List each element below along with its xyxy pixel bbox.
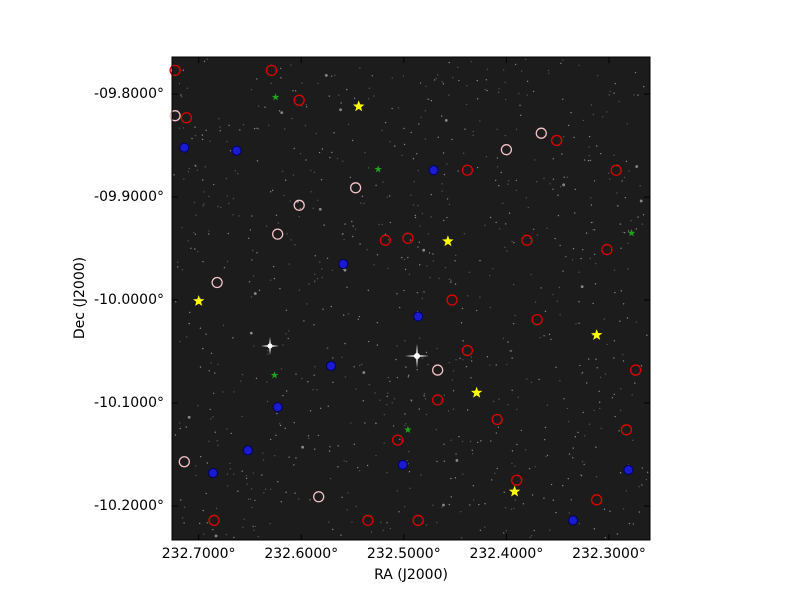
source-star bbox=[374, 165, 382, 173]
target-star bbox=[591, 329, 603, 340]
source-ring bbox=[500, 144, 513, 156]
x-tick-label: 232.6000° bbox=[264, 546, 338, 562]
x-axis-label: RA (J2000) bbox=[374, 567, 448, 583]
source-dot bbox=[179, 142, 190, 153]
target-star bbox=[193, 295, 205, 306]
source-ring bbox=[313, 491, 325, 503]
source-ring bbox=[379, 234, 392, 246]
y-tick-label: -10.2000° bbox=[94, 498, 164, 514]
source-dot bbox=[428, 165, 439, 176]
source-ring bbox=[521, 234, 533, 246]
source-ring bbox=[601, 243, 613, 256]
background-stars bbox=[173, 58, 649, 539]
y-tick-label: -10.0000° bbox=[94, 292, 164, 308]
y-tick-label: -09.9000° bbox=[94, 189, 164, 205]
x-tick-label: 232.7000° bbox=[162, 546, 236, 562]
markers bbox=[169, 64, 642, 527]
source-ring bbox=[531, 313, 543, 326]
source-ring bbox=[293, 199, 305, 211]
source-ring bbox=[432, 364, 444, 376]
sky-image bbox=[172, 57, 650, 540]
target-star bbox=[508, 485, 521, 497]
source-ring bbox=[392, 434, 404, 446]
source-dot bbox=[397, 459, 408, 470]
source-ring bbox=[461, 164, 474, 176]
source-dot bbox=[338, 259, 349, 269]
source-ring bbox=[208, 514, 220, 527]
source-ring bbox=[293, 94, 305, 106]
bright-stars bbox=[261, 337, 429, 368]
source-dot bbox=[231, 145, 242, 156]
target-star bbox=[353, 100, 365, 112]
source-dot bbox=[568, 515, 579, 526]
source-ring bbox=[180, 112, 193, 124]
x-tick-label: 232.4000° bbox=[469, 546, 543, 562]
source-ring bbox=[211, 276, 223, 289]
y-tick-label: -09.8000° bbox=[94, 86, 164, 102]
plot-frame bbox=[171, 56, 651, 541]
source-ring bbox=[169, 110, 181, 122]
source-ring bbox=[491, 413, 503, 426]
source-dot bbox=[623, 464, 634, 475]
source-ring bbox=[511, 474, 523, 486]
source-ring bbox=[629, 364, 642, 376]
source-star bbox=[627, 229, 636, 237]
source-dot bbox=[242, 445, 253, 456]
source-star bbox=[271, 93, 280, 101]
source-ring bbox=[412, 514, 424, 527]
source-ring bbox=[349, 182, 362, 194]
source-dot bbox=[208, 468, 219, 479]
source-ring bbox=[446, 294, 458, 306]
x-tick-label: 232.3000° bbox=[572, 546, 646, 562]
source-star bbox=[270, 371, 279, 379]
source-ring bbox=[402, 232, 414, 244]
source-ring bbox=[178, 456, 190, 468]
source-ring bbox=[610, 164, 622, 176]
source-ring bbox=[620, 424, 633, 436]
source-ring bbox=[272, 228, 284, 240]
source-dot bbox=[413, 311, 424, 322]
y-axis-label: Dec (J2000) bbox=[72, 257, 88, 339]
source-ring bbox=[461, 344, 474, 357]
source-ring bbox=[551, 134, 563, 147]
y-tick-label: -10.1000° bbox=[94, 395, 164, 411]
source-ring bbox=[362, 514, 374, 527]
source-ring bbox=[535, 127, 547, 139]
x-tick-label: 232.5000° bbox=[367, 546, 441, 562]
source-dot bbox=[325, 360, 336, 371]
target-star bbox=[470, 386, 483, 398]
source-ring bbox=[591, 494, 603, 506]
source-star bbox=[404, 425, 412, 433]
source-dot bbox=[272, 402, 283, 413]
target-star bbox=[442, 235, 454, 247]
source-ring bbox=[169, 64, 181, 77]
source-ring bbox=[265, 64, 278, 77]
source-ring bbox=[432, 394, 444, 406]
